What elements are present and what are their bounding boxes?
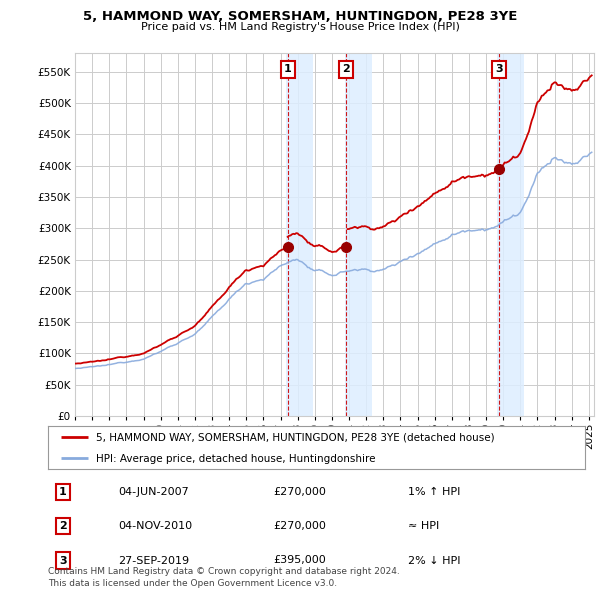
- Text: 2: 2: [343, 64, 350, 74]
- Text: ≈ HPI: ≈ HPI: [408, 522, 439, 531]
- Text: 5, HAMMOND WAY, SOMERSHAM, HUNTINGDON, PE28 3YE: 5, HAMMOND WAY, SOMERSHAM, HUNTINGDON, P…: [83, 10, 517, 23]
- Text: 1% ↑ HPI: 1% ↑ HPI: [408, 487, 460, 497]
- Bar: [497, 53, 524, 416]
- Text: 5, HAMMOND WAY, SOMERSHAM, HUNTINGDON, PE28 3YE (detached house): 5, HAMMOND WAY, SOMERSHAM, HUNTINGDON, P…: [97, 432, 495, 442]
- Text: £270,000: £270,000: [274, 522, 326, 531]
- Text: 2: 2: [59, 522, 67, 531]
- Text: 1: 1: [59, 487, 67, 497]
- Text: 04-JUN-2007: 04-JUN-2007: [118, 487, 188, 497]
- Text: 04-NOV-2010: 04-NOV-2010: [118, 522, 192, 531]
- Text: 3: 3: [495, 64, 503, 74]
- Text: 2% ↓ HPI: 2% ↓ HPI: [408, 556, 460, 565]
- Text: 1: 1: [284, 64, 292, 74]
- Text: Contains HM Land Registry data © Crown copyright and database right 2024.
This d: Contains HM Land Registry data © Crown c…: [48, 568, 400, 588]
- Text: £395,000: £395,000: [274, 556, 326, 565]
- Text: £270,000: £270,000: [274, 487, 326, 497]
- Bar: [286, 53, 313, 416]
- Text: HPI: Average price, detached house, Huntingdonshire: HPI: Average price, detached house, Hunt…: [97, 454, 376, 464]
- Text: Price paid vs. HM Land Registry's House Price Index (HPI): Price paid vs. HM Land Registry's House …: [140, 22, 460, 32]
- Text: 3: 3: [59, 556, 67, 565]
- Text: 27-SEP-2019: 27-SEP-2019: [118, 556, 189, 565]
- Bar: [344, 53, 372, 416]
